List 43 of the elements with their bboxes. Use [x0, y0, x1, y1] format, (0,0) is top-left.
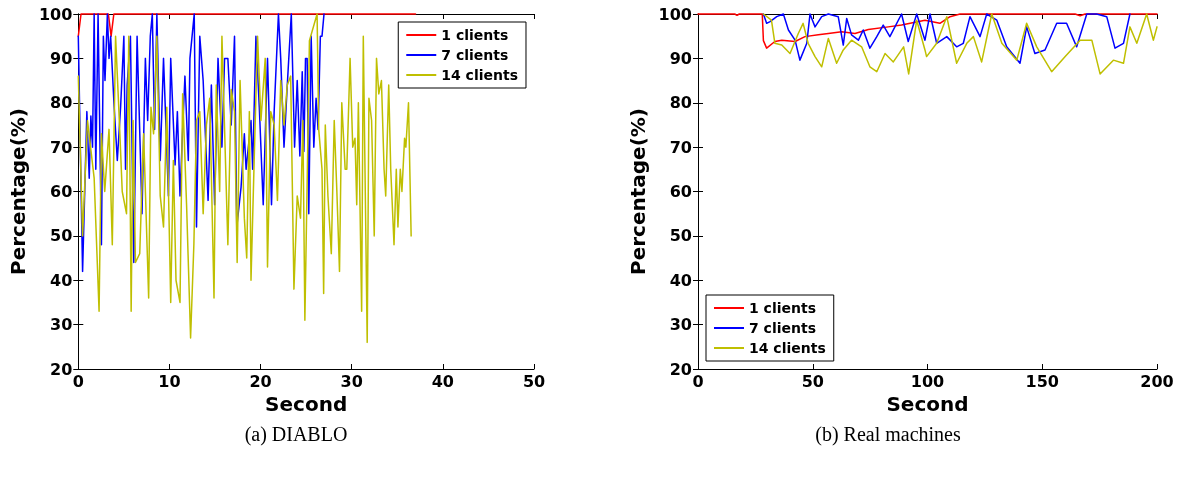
- x-tick-label: 20: [249, 371, 272, 391]
- y-tick-label: 50: [669, 226, 692, 246]
- legend-label: 14 clients: [441, 67, 519, 83]
- x-tick-label: 0: [72, 371, 84, 391]
- line-series: [77, 13, 325, 273]
- x-axis-title: Second: [265, 391, 348, 416]
- y-tick-label: 40: [50, 270, 73, 290]
- y-tick-label: 30: [669, 315, 692, 335]
- x-tick-label: 50: [801, 371, 824, 391]
- x-tick-label: 100: [910, 371, 945, 391]
- y-tick-label: 60: [669, 182, 692, 201]
- y-tick-label: 70: [669, 137, 692, 157]
- x-axis-title: Second: [886, 391, 969, 416]
- y-tick-label: 90: [50, 48, 73, 68]
- legend-label: 7 clients: [749, 320, 816, 336]
- y-tick-label: 100: [38, 4, 73, 24]
- y-tick-label: 80: [50, 93, 73, 113]
- y-tick-label: 50: [50, 226, 73, 246]
- x-tick-label: 0: [692, 371, 704, 391]
- y-tick-label: 80: [669, 93, 692, 113]
- y-tick-label: 70: [50, 137, 73, 157]
- x-tick-label: 150: [1025, 371, 1059, 391]
- x-tick-label: 200: [1140, 371, 1174, 391]
- y-tick-label: 90: [669, 48, 692, 68]
- y-tick-label: 60: [50, 182, 73, 201]
- line-series: [762, 13, 1158, 75]
- y-tick-label: 100: [658, 4, 692, 24]
- x-tick-label: 30: [340, 371, 363, 391]
- text: (b) Real machines: [815, 423, 961, 446]
- y-axis-title: Percentage(%): [6, 107, 30, 276]
- legend-label: 1 clients: [749, 300, 816, 316]
- y-tick-label: 40: [669, 270, 692, 290]
- x-tick-label: 40: [431, 371, 454, 391]
- line-series: [77, 13, 412, 344]
- line-series: [762, 13, 1131, 65]
- x-tick-label: 50: [522, 371, 546, 391]
- y-tick-label: 30: [50, 315, 73, 335]
- legend-label: 7 clients: [441, 47, 509, 63]
- legend-label: 1 clients: [441, 27, 509, 43]
- y-axis-title: Percentage(%): [625, 107, 650, 276]
- legend-label: 14 clients: [749, 340, 826, 356]
- text: (a) DIABLO: [244, 423, 348, 446]
- x-tick-label: 10: [158, 371, 181, 391]
